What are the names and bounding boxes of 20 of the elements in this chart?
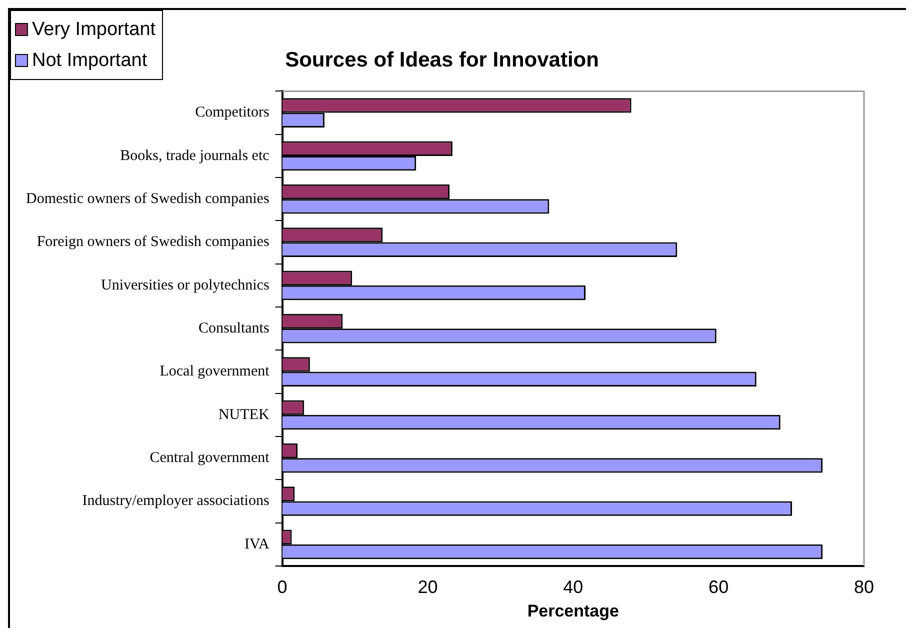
x-axis-title: Percentage — [527, 601, 619, 620]
legend-label: Very Important — [32, 18, 156, 40]
y-tick-label: Competitors — [195, 104, 270, 121]
y-tick-label: Books, trade journals etc — [120, 148, 270, 164]
y-tick-label: Consultants — [198, 320, 270, 337]
x-tick-label: 40 — [563, 576, 584, 597]
y-tick-label: Industry/employer associations — [82, 493, 270, 510]
y-tick-label: Universities or polytechnics — [100, 277, 270, 294]
legend-label: Not Important — [32, 50, 148, 72]
x-tick-label: 60 — [708, 576, 729, 597]
x-tick-label: 80 — [854, 576, 874, 597]
y-tick-label: Local government — [160, 364, 270, 380]
y-tick-label: IVA — [244, 536, 270, 552]
x-tick-label: 0 — [277, 576, 288, 597]
y-tick-label: Foreign owners of Swedish companies — [36, 234, 270, 250]
y-tick-label: Domestic owners of Swedish companies — [26, 191, 270, 208]
x-tick-label: 20 — [418, 576, 438, 597]
chart-title: Sources of Ideas for Innovation — [285, 48, 599, 72]
y-tick-label: NUTEK — [218, 406, 270, 423]
y-tick-label: Central government — [150, 450, 270, 466]
